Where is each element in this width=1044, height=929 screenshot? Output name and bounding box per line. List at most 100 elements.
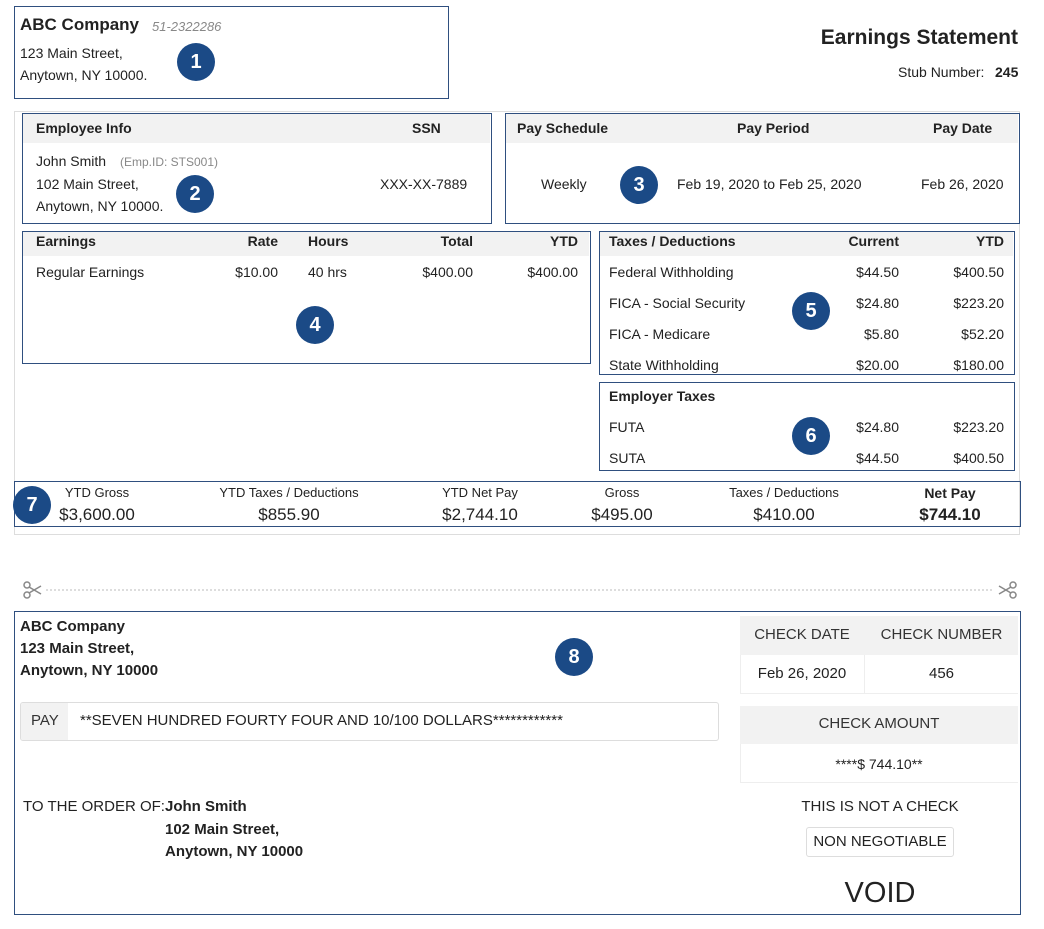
check-box xyxy=(14,611,1021,915)
pay-field xyxy=(20,702,719,741)
cell: $44.50 xyxy=(856,264,899,280)
cell: $52.20 xyxy=(961,326,1004,342)
void: VOID xyxy=(844,877,916,909)
non-negotiable-box xyxy=(806,827,954,857)
cell: Regular Earnings xyxy=(36,264,145,280)
cell: 40 hrs xyxy=(308,264,347,280)
column-header: YTD xyxy=(550,233,578,249)
cell: $400.50 xyxy=(953,450,1004,466)
pay-date: Feb 26, 2020 xyxy=(921,176,1004,192)
header-row xyxy=(23,232,589,256)
badge: 4 xyxy=(296,306,334,344)
cell: FICA - Medicare xyxy=(609,326,711,342)
header-row xyxy=(506,114,1018,143)
header-row xyxy=(740,616,1018,655)
header-row xyxy=(600,232,1013,256)
employee-address: Anytown, NY 10000. xyxy=(36,198,164,214)
check-number: 456 xyxy=(928,665,955,682)
pay-period: Feb 19, 2020 to Feb 25, 2020 xyxy=(677,176,862,192)
column-header: Total xyxy=(440,233,473,249)
column-header: Taxes / Deductions xyxy=(609,233,736,249)
pay-schedule: Weekly xyxy=(541,176,587,192)
payee: Anytown, NY 10000 xyxy=(165,843,304,860)
pay-label-bg xyxy=(21,703,68,740)
column-header: Employer Taxes xyxy=(609,388,716,404)
check-number-label: CHECK NUMBER xyxy=(880,626,1003,643)
check-amount-label: CHECK AMOUNT xyxy=(818,715,940,732)
notice: THIS IS NOT A CHECK xyxy=(801,798,959,815)
cell: $10.00 xyxy=(235,264,278,280)
scissors-icon xyxy=(23,581,1017,599)
company-box xyxy=(14,6,449,99)
badge: 5 xyxy=(792,292,830,330)
check-date-label: CHECK DATE xyxy=(754,626,850,643)
stub-frame xyxy=(14,111,1020,535)
summary-label: YTD Taxes / Deductions xyxy=(219,485,359,500)
employee-id: (Emp.ID: STS001) xyxy=(120,155,219,169)
summary-value: $495.00 xyxy=(591,505,653,524)
summary-value: $855.90 xyxy=(258,505,320,524)
summary-value: $2,744.10 xyxy=(442,505,518,524)
statement-title: Earnings Statement xyxy=(820,26,1018,49)
column-header: Rate xyxy=(247,233,278,249)
cell: $180.00 xyxy=(953,357,1004,373)
cell: Federal Withholding xyxy=(609,264,734,280)
check-row xyxy=(740,744,1018,783)
employee-name: John Smith xyxy=(36,153,107,169)
column-header: Current xyxy=(848,233,899,249)
check-company: Anytown, NY 10000 xyxy=(20,662,159,679)
cell: $223.20 xyxy=(953,419,1004,435)
column-header: Pay Schedule xyxy=(517,120,609,136)
payee: John Smith xyxy=(165,798,247,815)
cell: $44.50 xyxy=(856,450,899,466)
header-row xyxy=(23,114,490,143)
cell: $5.80 xyxy=(863,326,899,342)
taxes-box xyxy=(599,231,1015,375)
column-header: SSN xyxy=(412,120,441,136)
badge: 7 xyxy=(13,486,51,524)
summary-value: $3,600.00 xyxy=(59,505,135,524)
pay-label: PAY xyxy=(31,712,59,729)
cell: $223.20 xyxy=(953,295,1004,311)
summary-label: YTD Gross xyxy=(64,485,130,500)
header-row xyxy=(740,706,1018,744)
badge: 2 xyxy=(176,175,214,213)
company-address: Anytown, NY 10000. xyxy=(20,67,148,83)
company-name: ABC Company xyxy=(20,15,140,34)
badge: 3 xyxy=(620,166,658,204)
order-label: TO THE ORDER OF: xyxy=(23,798,165,815)
payee: 102 Main Street, xyxy=(165,821,280,838)
check-date: Feb 26, 2020 xyxy=(757,665,847,682)
cell: $400.00 xyxy=(527,264,578,280)
badge: 1 xyxy=(177,43,215,81)
column-header: YTD xyxy=(976,233,1004,249)
summary-label: Taxes / Deductions xyxy=(729,485,839,500)
divider xyxy=(864,655,865,694)
summary-value: $744.10 xyxy=(919,505,981,524)
column-header: Hours xyxy=(308,233,349,249)
column-header: Earnings xyxy=(36,233,96,249)
summary-label: Gross xyxy=(604,485,640,500)
amount-words: **SEVEN HUNDRED FOURTY FOUR AND 10/100 D… xyxy=(80,712,563,729)
cell: SUTA xyxy=(609,450,646,466)
employee-address: 102 Main Street, xyxy=(36,176,139,192)
employer-taxes-box xyxy=(599,382,1015,471)
cell: State Withholding xyxy=(609,357,719,373)
cell: FUTA xyxy=(609,419,645,435)
summary-value: $410.00 xyxy=(753,505,815,524)
cell: $400.50 xyxy=(953,264,1004,280)
check-amount: ****$ 744.10** xyxy=(835,756,923,772)
pay-box xyxy=(505,113,1020,224)
cell: $20.00 xyxy=(856,357,899,373)
check-company: 123 Main Street, xyxy=(20,640,135,657)
employee-box xyxy=(22,113,492,224)
column-header: Employee Info xyxy=(36,120,132,136)
summary-label: Net Pay xyxy=(924,485,976,501)
company-address: 123 Main Street, xyxy=(20,45,123,61)
badge: 8 xyxy=(555,638,593,676)
badge: 6 xyxy=(792,417,830,455)
ssn: XXX-XX-7889 xyxy=(380,176,468,192)
non-negotiable: NON NEGOTIABLE xyxy=(813,833,947,850)
cell: $24.80 xyxy=(856,419,899,435)
